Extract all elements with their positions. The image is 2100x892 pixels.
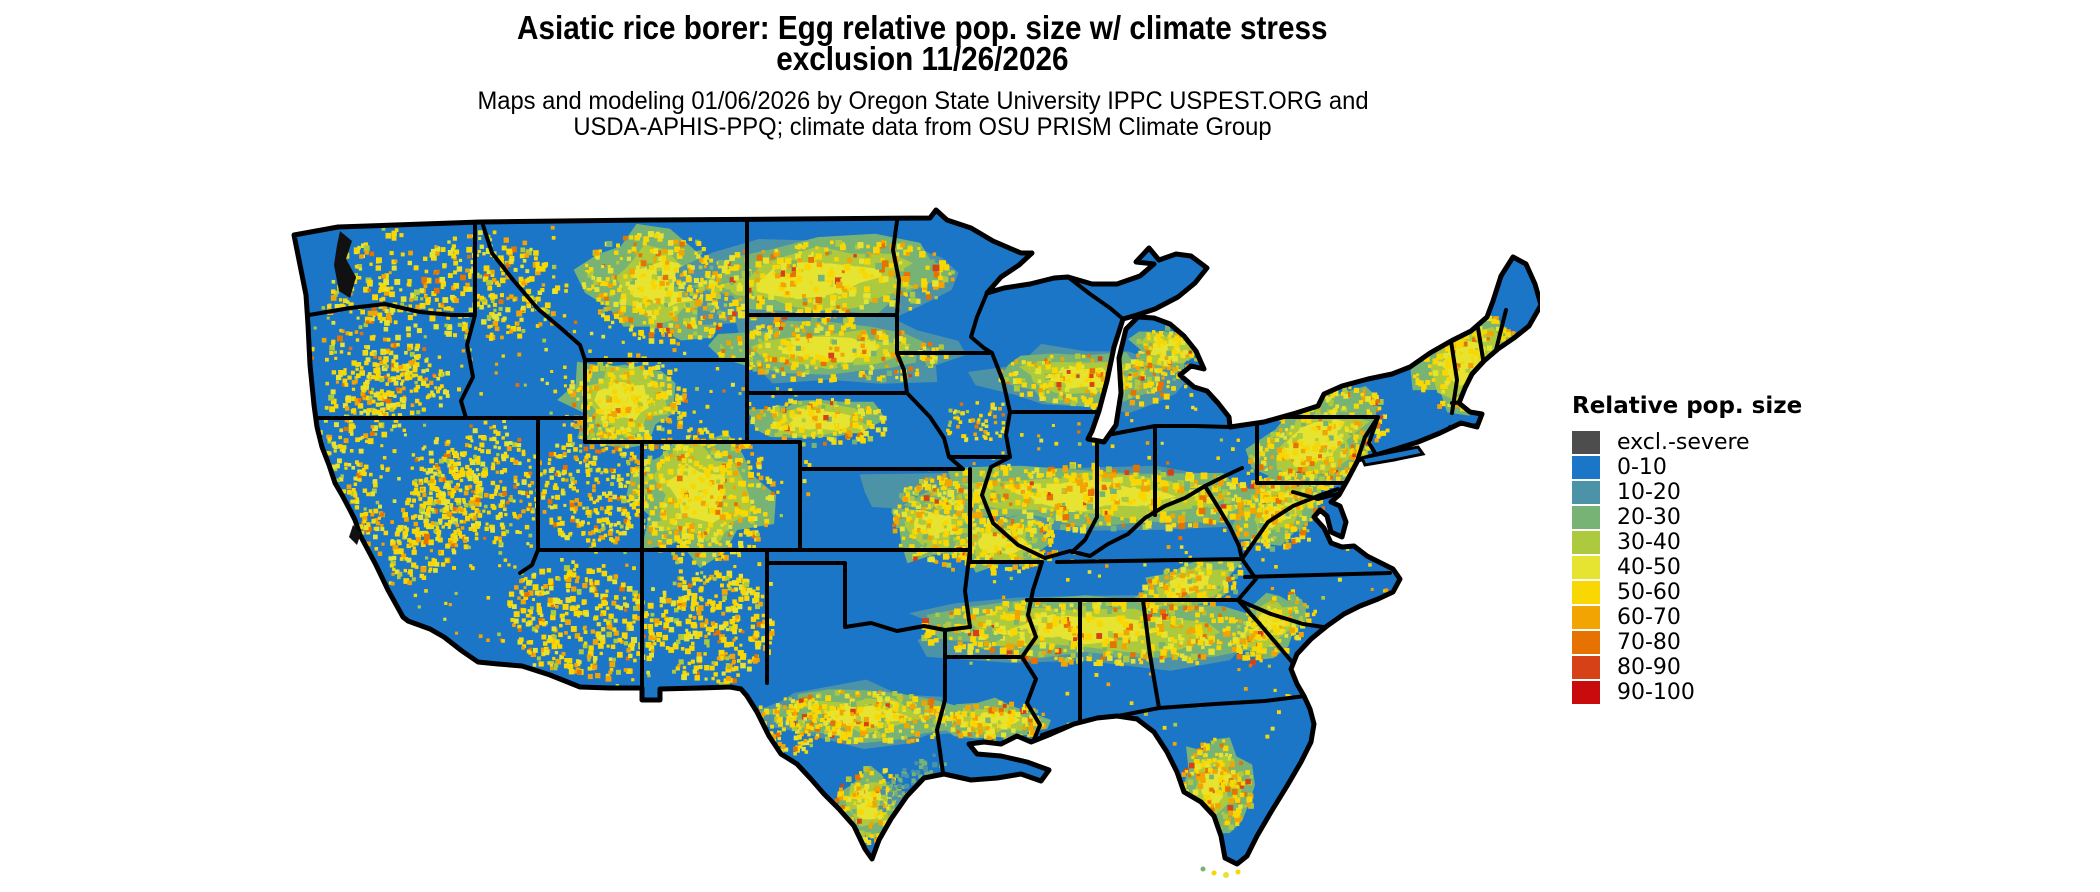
us-map-svg <box>291 207 1544 878</box>
florida-keys-dot <box>1223 872 1229 878</box>
legend-entries: excl.-severe 0-10 10-20 20-30 30-40 40-50 50-6… <box>1572 430 1872 705</box>
legend-swatch-excl.-severe <box>1572 431 1600 454</box>
legend-entry: 80-90 <box>1572 655 1872 680</box>
legend-label: 40-50 <box>1617 555 1681 580</box>
map-title-line1: Asiatic rice borer: Egg relative pop. si… <box>517 9 1328 46</box>
legend-label: 0-10 <box>1617 455 1667 480</box>
long-island <box>1359 445 1426 467</box>
legend-swatch-50-60 <box>1572 581 1600 604</box>
conus-outline <box>291 207 1544 867</box>
legend-swatch-90-100 <box>1572 681 1600 704</box>
map-subtitle-line1: Maps and modeling 01/06/2026 by Oregon S… <box>476 87 1369 115</box>
legend-label: 70-80 <box>1617 630 1681 655</box>
legend-entry: 50-60 <box>1572 580 1872 605</box>
hotspot-nebraska-sandhills <box>750 398 888 448</box>
legend-entry: 20-30 <box>1572 505 1872 530</box>
legend-swatch-30-40 <box>1572 531 1600 554</box>
hotspot-sierra-nevada <box>388 450 488 586</box>
legend-title: Relative pop. size <box>1572 393 1803 419</box>
legend-entry: 10-20 <box>1572 480 1872 505</box>
legend-label: 80-90 <box>1617 655 1681 680</box>
map-legend: Relative pop. size excl.-severe 0-10 10-20… <box>1572 393 1872 706</box>
hotspot-yellowstone-wyoming <box>567 352 687 452</box>
legend-entry: excl.-severe <box>1572 430 1872 455</box>
legend-entry: 30-40 <box>1572 530 1872 555</box>
florida-keys-dot <box>1235 869 1241 875</box>
legend-entry: 40-50 <box>1572 555 1872 580</box>
map-subtitle: Maps and modeling 01/06/2026 by Oregon S… <box>0 88 1845 140</box>
hotspot-colorado-rockies <box>628 427 776 566</box>
us-population-map <box>230 165 1544 892</box>
legend-label: 90-100 <box>1617 680 1695 705</box>
legend-entry: 90-100 <box>1572 680 1872 705</box>
legend-label: 60-70 <box>1617 605 1681 630</box>
legend-label: 20-30 <box>1617 505 1681 530</box>
map-subtitle-line2: USDA-APHIS-PPQ; climate data from OSU PR… <box>573 113 1272 141</box>
hotspot-arizona-mogollon <box>507 563 662 682</box>
hotspot-west-broad-scatter <box>294 225 812 706</box>
florida-keys-dot <box>1211 870 1217 876</box>
map-header: Asiatic rice borer: Egg relative pop. si… <box>0 9 1845 140</box>
florida-keys-dot <box>1200 866 1206 872</box>
legend-entry: 60-70 <box>1572 605 1872 630</box>
legend-swatch-40-50 <box>1572 556 1600 579</box>
legend-swatch-0-10 <box>1572 456 1600 479</box>
hotspot-nevada-great-basin <box>410 424 543 550</box>
legend-swatch-80-90 <box>1572 656 1600 679</box>
legend-entry: 0-10 <box>1572 455 1872 480</box>
hotspot-adirondacks <box>1260 330 1328 380</box>
legend-label: 10-20 <box>1617 480 1681 505</box>
legend-label: 50-60 <box>1617 580 1681 605</box>
hotspot-iowa-scatter <box>946 401 1007 443</box>
legend-swatch-60-70 <box>1572 606 1600 629</box>
legend-swatch-20-30 <box>1572 506 1600 529</box>
legend-label: 30-40 <box>1617 530 1681 555</box>
legend-swatch-70-80 <box>1572 631 1600 654</box>
hotspot-cumberland-plateau <box>1137 559 1244 614</box>
puget-sound-water <box>334 231 356 298</box>
hotspot-new-mexico-mountains <box>648 570 775 688</box>
legend-swatch-10-20 <box>1572 481 1600 504</box>
legend-label: excl.-severe <box>1617 430 1750 455</box>
legend-entry: 70-80 <box>1572 630 1872 655</box>
sf-bay-water <box>349 525 361 545</box>
hotspot-texas-hill-band <box>773 689 960 745</box>
map-title-line2: exclusion 11/26/2026 <box>776 40 1069 77</box>
